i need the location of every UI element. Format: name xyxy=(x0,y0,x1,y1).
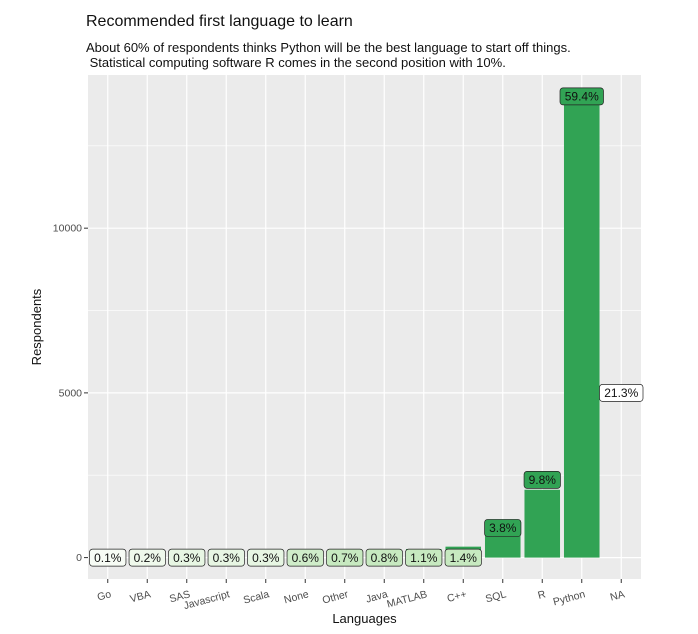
subtitle-line-1: About 60% of respondents thinks Python w… xyxy=(86,40,571,55)
data-label: 1.1% xyxy=(405,548,443,567)
x-tick-label: Other xyxy=(321,588,350,607)
data-label-text: 0.3% xyxy=(173,551,201,565)
data-label-box xyxy=(89,548,127,567)
x-axis-title: Languages xyxy=(332,611,397,626)
chart-title: Recommended first language to learn xyxy=(86,13,353,30)
data-label: 0.7% xyxy=(326,548,364,567)
data-label-box xyxy=(365,548,403,567)
data-label-box xyxy=(326,548,364,567)
bar-python xyxy=(563,99,600,558)
data-label: 0.2% xyxy=(128,548,166,567)
data-label-text: 9.8% xyxy=(529,473,557,487)
data-label-text: 0.6% xyxy=(292,551,320,565)
subtitle-line-2: Statistical computing software R comes i… xyxy=(86,55,506,70)
data-label-box xyxy=(559,87,604,106)
data-label: 0.3% xyxy=(247,548,285,567)
y-axis-title: Respondents xyxy=(29,288,44,365)
data-label-text: 0.8% xyxy=(371,551,399,565)
x-tick-label: Go xyxy=(96,588,113,603)
bar-r xyxy=(524,489,561,558)
x-tick-label: NA xyxy=(609,588,626,603)
data-label-box xyxy=(128,548,166,567)
data-label-box xyxy=(247,548,285,567)
data-label-text: 21.3% xyxy=(604,386,638,400)
data-label-text: 1.4% xyxy=(450,551,478,565)
x-tick-label: Scala xyxy=(242,588,271,606)
data-label: 9.8% xyxy=(523,470,561,489)
data-label-text: 1.1% xyxy=(410,551,438,565)
x-tick-label: Javascript xyxy=(182,588,231,612)
data-label-box xyxy=(405,548,443,567)
y-tick-label: 0 xyxy=(76,552,82,564)
chart-subtitle: About 60% of respondents thinks Python w… xyxy=(86,40,571,70)
x-tick-label: C++ xyxy=(446,588,468,605)
x-tick-label: SAS xyxy=(168,588,191,605)
y-tick-label: 5000 xyxy=(59,387,83,399)
data-label-box xyxy=(599,384,644,402)
x-tick-label: VBA xyxy=(129,588,152,605)
x-tick-label: SQL xyxy=(484,588,508,605)
data-label-text: 0.3% xyxy=(252,551,280,565)
data-label: 3.8% xyxy=(484,519,522,537)
x-tick-label: None xyxy=(283,588,311,606)
data-label: 1.4% xyxy=(444,548,482,567)
data-label-text: 0.2% xyxy=(134,551,162,565)
data-label-box xyxy=(168,548,206,567)
x-tick-label: Java xyxy=(364,588,389,605)
data-label-text: 59.4% xyxy=(565,90,599,104)
data-label-box xyxy=(207,548,245,567)
data-label-text: 0.1% xyxy=(94,551,122,565)
data-label: 21.3% xyxy=(599,384,644,402)
data-label-text: 0.3% xyxy=(213,551,241,565)
data-label-box xyxy=(444,548,482,567)
data-label-text: 0.7% xyxy=(331,551,359,565)
data-label-box xyxy=(286,548,324,567)
data-label-box xyxy=(484,519,522,537)
data-label: 0.6% xyxy=(286,548,324,567)
x-tick-label: MATLAB xyxy=(386,588,429,610)
data-label: 59.4% xyxy=(559,87,604,106)
data-label-text: 3.8% xyxy=(489,521,517,535)
y-tick-label: 10000 xyxy=(53,223,82,235)
data-label: 0.3% xyxy=(207,548,245,567)
x-tick-label: R xyxy=(537,588,548,602)
data-label-box xyxy=(523,470,561,489)
x-tick-label: Python xyxy=(552,588,587,608)
data-label: 0.1% xyxy=(89,548,127,567)
data-label: 0.8% xyxy=(365,548,403,567)
data-label: 0.3% xyxy=(168,548,206,567)
